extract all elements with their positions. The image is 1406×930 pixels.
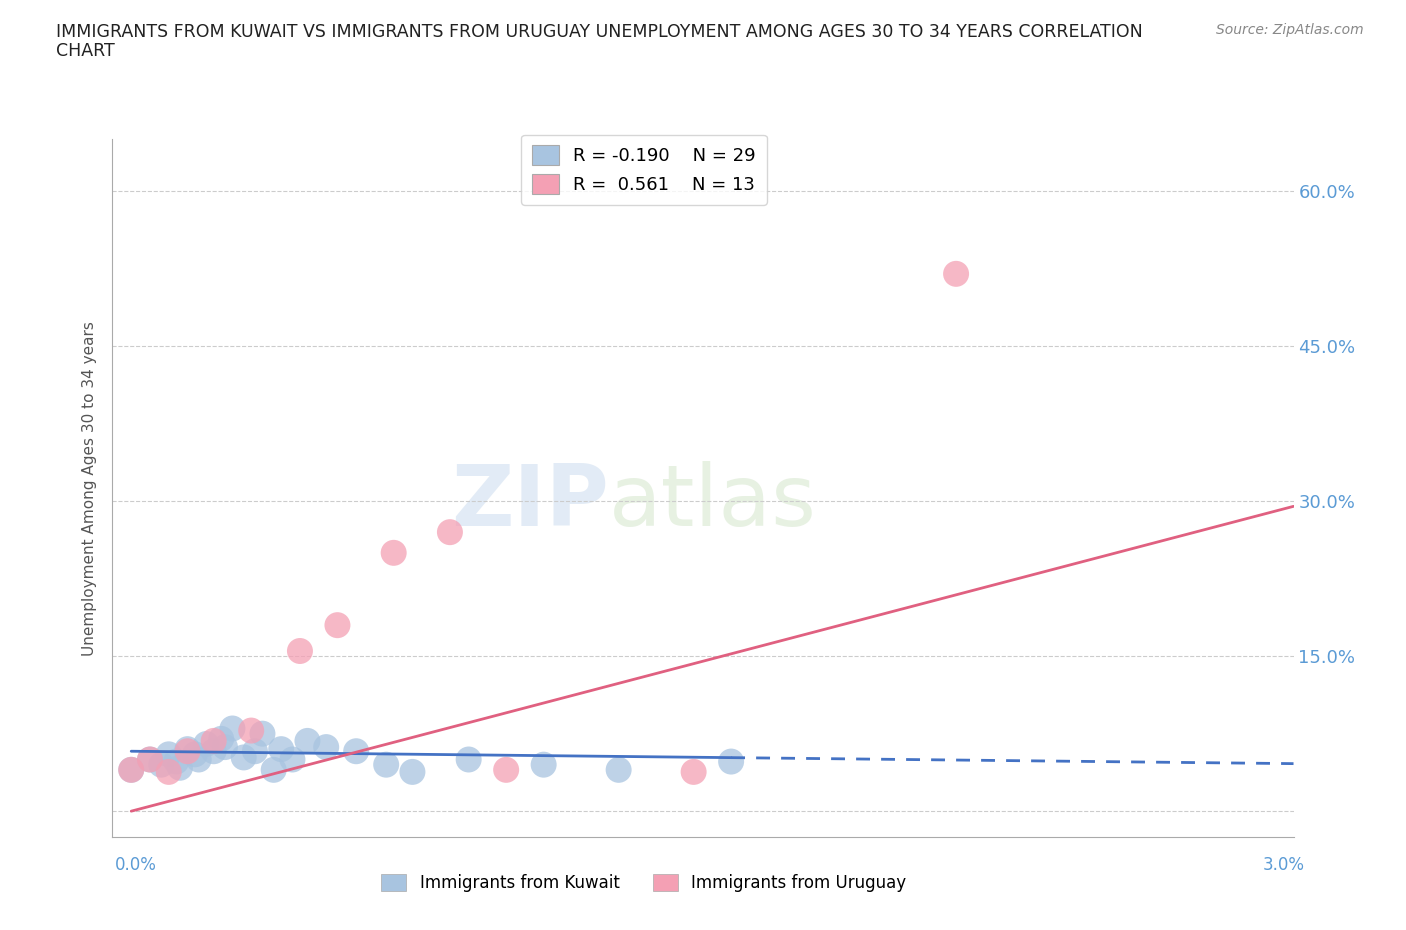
Point xyxy=(720,754,742,769)
Point xyxy=(150,757,173,772)
Point xyxy=(169,761,191,776)
Point xyxy=(243,744,266,759)
Point xyxy=(263,763,285,777)
Point xyxy=(401,764,423,779)
Point xyxy=(139,752,162,767)
Text: Source: ZipAtlas.com: Source: ZipAtlas.com xyxy=(1216,23,1364,37)
Point xyxy=(439,525,461,539)
Point xyxy=(375,757,398,772)
Point xyxy=(221,721,243,736)
Legend: Immigrants from Kuwait, Immigrants from Uruguay: Immigrants from Kuwait, Immigrants from … xyxy=(375,867,912,898)
Point xyxy=(184,747,207,762)
Text: 0.0%: 0.0% xyxy=(115,856,157,873)
Text: ZIP: ZIP xyxy=(451,460,609,544)
Point xyxy=(297,734,319,749)
Point xyxy=(344,744,367,759)
Point xyxy=(157,747,180,762)
Point xyxy=(382,545,405,560)
Point xyxy=(157,764,180,779)
Point xyxy=(495,763,517,777)
Point xyxy=(288,644,311,658)
Point xyxy=(202,744,225,759)
Point xyxy=(187,752,209,767)
Point xyxy=(176,744,198,759)
Point xyxy=(533,757,555,772)
Point xyxy=(209,731,232,746)
Text: atlas: atlas xyxy=(609,460,817,544)
Point xyxy=(120,763,142,777)
Text: CHART: CHART xyxy=(56,42,115,60)
Point xyxy=(326,618,349,632)
Point xyxy=(232,750,254,764)
Text: 3.0%: 3.0% xyxy=(1263,856,1305,873)
Point xyxy=(252,726,274,741)
Point xyxy=(176,742,198,757)
Point xyxy=(139,752,162,767)
Point xyxy=(195,737,218,751)
Point xyxy=(202,734,225,749)
Y-axis label: Unemployment Among Ages 30 to 34 years: Unemployment Among Ages 30 to 34 years xyxy=(82,321,97,656)
Point xyxy=(315,739,337,754)
Point xyxy=(281,752,304,767)
Point xyxy=(165,754,187,769)
Point xyxy=(457,752,479,767)
Point xyxy=(214,739,236,754)
Text: IMMIGRANTS FROM KUWAIT VS IMMIGRANTS FROM URUGUAY UNEMPLOYMENT AMONG AGES 30 TO : IMMIGRANTS FROM KUWAIT VS IMMIGRANTS FRO… xyxy=(56,23,1143,41)
Point xyxy=(240,724,263,738)
Point xyxy=(607,763,630,777)
Point xyxy=(270,742,292,757)
Point xyxy=(682,764,704,779)
Point xyxy=(120,763,142,777)
Point xyxy=(945,266,967,281)
